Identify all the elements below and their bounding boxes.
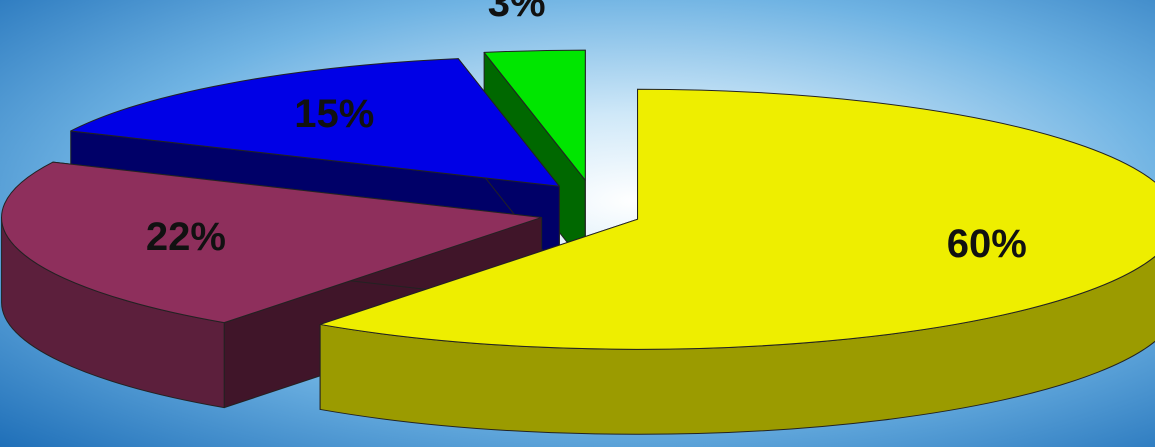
data-label: 3% bbox=[488, 0, 546, 25]
data-label: 22% bbox=[146, 215, 226, 259]
data-label: 15% bbox=[294, 92, 374, 136]
data-label: 60% bbox=[947, 222, 1027, 266]
